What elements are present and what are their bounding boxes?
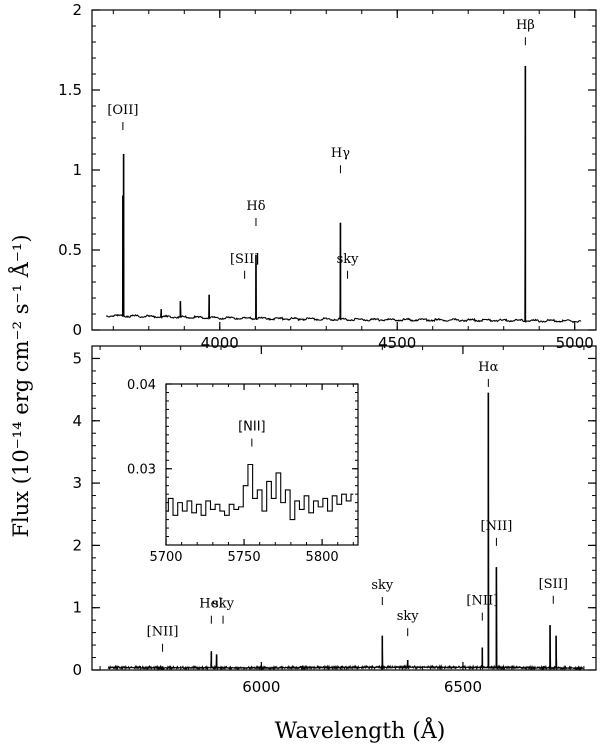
inset-y-tick-label: 0.04 (127, 378, 156, 393)
bottom-panel-annotation-label: sky (397, 609, 420, 624)
bottom-panel-y-tick-label: 2 (72, 536, 82, 554)
bottom-panel-y-tick-label: 4 (72, 412, 82, 430)
bottom-panel-x-tick-label: 6500 (444, 678, 482, 696)
bottom-panel-annotation-label: [NII] (466, 594, 498, 609)
bottom-panel-y-tick-label: 1 (72, 599, 82, 617)
bottom-panel-annotation-label: Hα (478, 360, 498, 375)
inset-x-tick-label: 5700 (149, 550, 182, 565)
figure-y-axis-label: Flux (10⁻¹⁴ erg cm⁻² s⁻¹ Å⁻¹) (8, 234, 33, 537)
bottom-panel-y-tick-label: 0 (72, 661, 82, 679)
inset-x-tick-label: 5750 (228, 550, 261, 565)
top-panel-y-tick-label: 1.5 (58, 81, 82, 99)
top-panel-x-tick-label: 4000 (201, 334, 239, 352)
bottom-panel-annotation-label: [NII] (481, 519, 513, 534)
bottom-panel: 6000 6500012345[NII]HeIskyskysky[NII]Hα[N… (72, 345, 597, 696)
top-panel-x-tick-label: 4500 (378, 334, 416, 352)
bottom-panel-annotation-label: sky (371, 578, 394, 593)
inset-spectrum-line (166, 463, 354, 521)
top-panel-y-tick-label: 2 (72, 1, 82, 19)
top-panel-annotation-label: Hδ (246, 199, 265, 214)
bottom-panel-annotation-label: [NII] (147, 625, 179, 640)
bottom-panel-y-tick-label: 3 (72, 474, 82, 492)
top-panel-y-tick-label: 1 (72, 161, 82, 179)
inset-y-tick-label: 0.03 (127, 463, 156, 478)
top-panel-annotation-label: [OII] (107, 103, 138, 118)
top-panel-frame (91, 9, 597, 331)
top-panel: 4000 4500 5000 0 0.5 1 1.5 2 [OII] Hδ [SII] Hγ sky Hβ (58, 1, 597, 352)
bottom-panel-annotation-label: sky (212, 597, 235, 612)
bottom-panel-spectrum-line (107, 392, 584, 672)
top-panel-annotation-label: [SII] (230, 252, 259, 267)
top-panel-annotation-label: sky (337, 252, 360, 267)
inset-annotation-label: [NII] (238, 420, 266, 435)
inset: 5700 5750 5800 0.03 0.04 [NII] (127, 378, 359, 565)
figure-x-axis-label: Wavelength (Å) (275, 716, 446, 744)
bottom-panel-annotation-label: [SII] (539, 577, 568, 592)
inset-x-tick-label: 5800 (306, 550, 339, 565)
top-panel-spectrum-line (105, 65, 582, 324)
inset-frame (165, 383, 359, 546)
top-panel-annotation-label: Hγ (331, 146, 350, 161)
bottom-panel-annotation-label: HeI (199, 597, 223, 612)
top-panel-y-tick-label: 0 (72, 321, 82, 339)
top-panel-x-tick-label: 5000 (556, 334, 594, 352)
top-panel-annotation-label: Hβ (516, 18, 535, 33)
bottom-panel-y-tick-label: 5 (72, 349, 82, 367)
bottom-panel-x-tick-label: 6000 (242, 678, 280, 696)
top-panel-y-tick-label: 0.5 (58, 241, 82, 259)
